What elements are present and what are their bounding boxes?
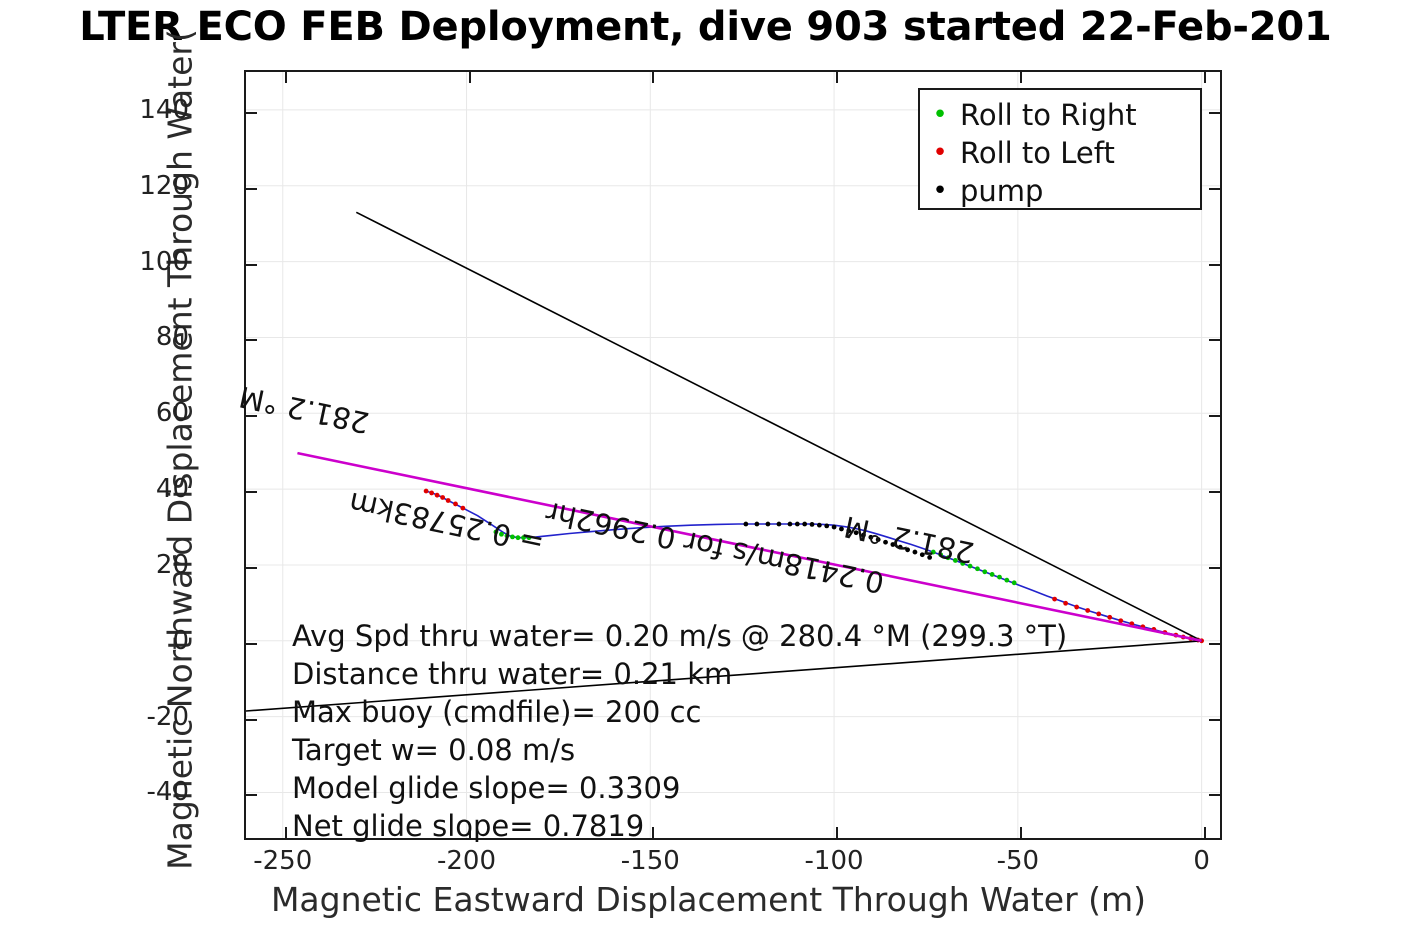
legend-item-roll-to-right[interactable]: • Roll to Right [920,96,1200,134]
y-tick-label: 140 [139,94,189,125]
y-tick-label: -20 [146,701,189,732]
y-tick-mark [1209,263,1220,266]
y-tick-label: 100 [139,246,189,277]
legend-label: Roll to Left [960,136,1115,170]
legend-marker-icon: • [932,138,948,168]
annotation-avg-speed: Avg Spd thru water= 0.20 m/s @ 280.4 °M … [292,619,1068,653]
annotation-target-w: Target w= 0.08 m/s [292,733,576,767]
annotation-model-slope: Model glide slope= 0.3309 [292,771,681,805]
x-tick-mark [284,72,287,83]
y-tick-label: 40 [155,474,189,505]
legend-item-pump[interactable]: • pump [920,172,1200,210]
x-tick-mark [1019,72,1022,83]
y-tick-mark [1209,491,1220,494]
x-tick-mark [284,827,287,838]
page-title: LTER ECO FEB Deployment, dive 903 starte… [0,0,1417,56]
y-tick-label: -40 [146,777,189,808]
annotation-distance: Distance thru water= 0.21 km [292,657,733,691]
y-tick-label: 60 [155,398,189,429]
x-tick-mark [1203,72,1206,83]
y-tick-mark [1209,718,1220,721]
y-tick-mark [246,566,257,569]
legend-marker-icon: • [932,100,948,130]
y-tick-mark [246,415,257,418]
x-tick-label: -50 [996,846,1040,876]
y-tick-mark [246,263,257,266]
y-tick-mark [246,794,257,797]
x-tick-mark [652,827,655,838]
y-tick-label: 120 [139,170,189,201]
y-tick-label: 20 [155,549,189,580]
x-tick-mark [1203,827,1206,838]
annotation-block: Avg Spd thru water= 0.20 m/s @ 280.4 °M … [292,617,1067,845]
x-tick-mark [468,827,471,838]
x-axis-label: Magnetic Eastward Displacement Through W… [270,880,1147,919]
y-tick-mark [246,642,257,645]
x-tick-label: -250 [253,846,313,876]
page-title-text: LTER ECO FEB Deployment, dive 903 starte… [79,4,1332,50]
y-tick-label: 0 [172,625,189,656]
x-tick-mark [652,72,655,83]
y-tick-mark [246,187,257,190]
y-tick-mark [1209,111,1220,114]
annotation-net-slope: Net glide slope= 0.7819 [292,809,645,843]
y-tick-mark [1209,794,1220,797]
x-tick-mark [1019,827,1022,838]
x-tick-label: -200 [437,846,497,876]
x-tick-mark [468,72,471,83]
x-tick-mark [836,827,839,838]
annotation-max-buoy: Max buoy (cmdfile)= 200 cc [292,695,702,729]
legend-item-roll-to-left[interactable]: • Roll to Left [920,134,1200,172]
y-tick-mark [246,111,257,114]
y-tick-mark [1209,415,1220,418]
legend[interactable]: • Roll to Right • Roll to Left • pump [918,88,1202,210]
y-tick-mark [246,339,257,342]
y-tick-mark [246,491,257,494]
legend-marker-icon: • [932,176,948,206]
y-tick-mark [1209,566,1220,569]
legend-label: Roll to Right [960,98,1137,132]
y-tick-mark [1209,642,1220,645]
y-tick-mark [1209,339,1220,342]
y-tick-mark [246,718,257,721]
x-tick-label: -100 [804,846,864,876]
y-tick-mark [1209,187,1220,190]
legend-label: pump [960,174,1044,208]
y-tick-label: 80 [155,322,189,353]
x-tick-label: 0 [1193,846,1210,876]
x-tick-mark [836,72,839,83]
x-tick-label: -150 [620,846,680,876]
